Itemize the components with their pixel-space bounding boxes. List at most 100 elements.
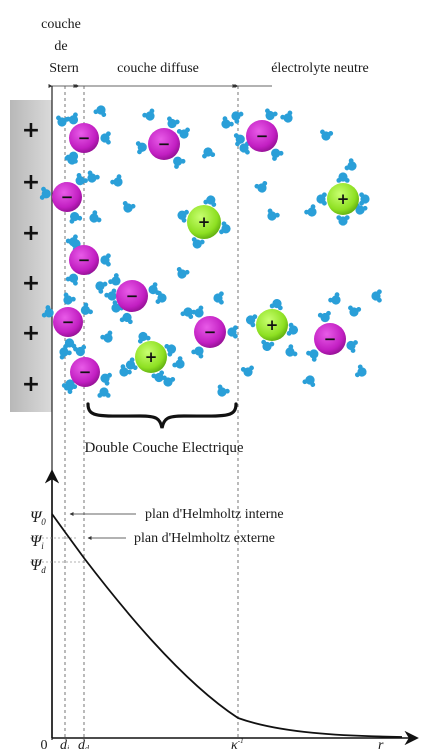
water-molecule bbox=[261, 339, 275, 352]
psi0-label: Ψ0 bbox=[30, 509, 46, 527]
water-molecule bbox=[39, 186, 51, 200]
water-molecule bbox=[348, 305, 362, 317]
water-molecule bbox=[286, 322, 299, 336]
water-molecule bbox=[61, 381, 75, 395]
water-molecule bbox=[254, 180, 268, 193]
water-molecule bbox=[65, 273, 79, 286]
cation: + bbox=[125, 331, 177, 383]
water-molecules bbox=[56, 105, 382, 398]
water-molecule bbox=[233, 133, 245, 147]
neutral-electrolyte-label: électrolyte neutre bbox=[271, 61, 369, 76]
di-label: di bbox=[60, 738, 69, 749]
water-molecule bbox=[93, 105, 107, 118]
water-molecule bbox=[344, 158, 357, 171]
water-molecule bbox=[135, 141, 147, 155]
water-molecule bbox=[176, 127, 190, 139]
water-molecule bbox=[122, 200, 136, 213]
water-molecule bbox=[87, 170, 100, 183]
electrode-charge: + bbox=[22, 221, 40, 246]
water-molecule bbox=[65, 112, 79, 125]
cation: + bbox=[177, 195, 231, 249]
water-molecule bbox=[125, 357, 138, 371]
water-molecule bbox=[265, 108, 278, 121]
svg-text:+: + bbox=[198, 213, 211, 231]
water-molecule bbox=[202, 147, 216, 159]
cation: + bbox=[245, 298, 299, 352]
water-molecule bbox=[336, 172, 350, 183]
electrode-charge: + bbox=[22, 271, 40, 296]
water-molecule bbox=[164, 343, 177, 357]
water-molecule bbox=[69, 211, 83, 224]
water-molecule bbox=[227, 325, 238, 339]
electrode-charge: + bbox=[22, 372, 40, 397]
anion: − bbox=[39, 172, 88, 224]
stern-label-line1: couche bbox=[41, 17, 81, 32]
electrode-charge: + bbox=[22, 321, 40, 346]
water-molecule bbox=[73, 344, 87, 357]
water-molecule bbox=[97, 387, 111, 398]
kappa-label: κ-1 bbox=[231, 737, 244, 749]
water-molecule bbox=[306, 349, 319, 362]
potential-graph: plan d'Helmholtz interne plan d'Helmholt… bbox=[30, 469, 419, 749]
inner-helmholtz-label: plan d'Helmholtz interne bbox=[145, 507, 284, 522]
svg-text:−: − bbox=[204, 323, 217, 341]
svg-text:−: − bbox=[61, 188, 74, 206]
psid-label: Ψd bbox=[30, 557, 46, 575]
water-molecule bbox=[142, 108, 155, 121]
svg-text:−: − bbox=[78, 129, 91, 147]
water-molecule bbox=[151, 370, 165, 383]
anion: − bbox=[108, 273, 160, 325]
ions: − − − − + + − − − − + − − + bbox=[39, 108, 370, 395]
anion: − bbox=[65, 234, 111, 286]
water-molecule bbox=[191, 346, 204, 359]
diffuse-layer-label: couche diffuse bbox=[117, 61, 199, 76]
water-molecule bbox=[316, 192, 327, 206]
origin-label: 0 bbox=[41, 738, 48, 749]
water-molecule bbox=[354, 364, 367, 378]
water-molecule bbox=[148, 282, 160, 296]
anion: − bbox=[191, 305, 238, 359]
water-molecule bbox=[302, 375, 316, 388]
water-molecule bbox=[172, 356, 185, 369]
stern-label-line2: de bbox=[54, 39, 67, 54]
svg-text:−: − bbox=[324, 330, 337, 348]
svg-text:−: − bbox=[256, 127, 269, 145]
water-molecule bbox=[100, 253, 111, 267]
svg-text:−: − bbox=[79, 363, 92, 381]
water-molecule bbox=[100, 372, 112, 386]
double-layer-brace bbox=[86, 402, 238, 429]
svg-text:+: + bbox=[337, 190, 350, 208]
water-molecule bbox=[119, 364, 132, 377]
outer-helmholtz-label: plan d'Helmholtz externe bbox=[134, 531, 275, 546]
water-molecule bbox=[219, 221, 231, 235]
electrode-charges: + + + + + + bbox=[22, 118, 40, 397]
water-molecule bbox=[231, 111, 244, 124]
water-molecule bbox=[213, 291, 224, 305]
water-molecule bbox=[328, 292, 341, 305]
water-molecule bbox=[41, 305, 54, 318]
water-molecule bbox=[63, 292, 76, 305]
water-molecule bbox=[336, 215, 350, 226]
water-molecule bbox=[111, 300, 124, 313]
water-molecule bbox=[108, 273, 121, 286]
water-molecule bbox=[240, 365, 254, 377]
water-molecule bbox=[100, 131, 111, 145]
water-molecule bbox=[346, 340, 358, 353]
water-molecule bbox=[100, 330, 113, 343]
r-label: r bbox=[378, 738, 384, 749]
water-molecule bbox=[359, 192, 370, 206]
potential-curve bbox=[51, 513, 403, 738]
electrode bbox=[10, 100, 52, 412]
svg-text:+: + bbox=[145, 348, 158, 366]
water-molecule bbox=[371, 289, 382, 303]
dd-label: dd bbox=[78, 738, 90, 749]
svg-text:−: − bbox=[126, 287, 139, 305]
water-molecule bbox=[110, 174, 123, 187]
anion: − bbox=[65, 112, 111, 164]
water-molecule bbox=[119, 312, 133, 325]
anion: − bbox=[61, 344, 112, 395]
water-molecule bbox=[221, 116, 234, 129]
water-molecule bbox=[95, 281, 108, 294]
water-molecule bbox=[245, 314, 258, 328]
